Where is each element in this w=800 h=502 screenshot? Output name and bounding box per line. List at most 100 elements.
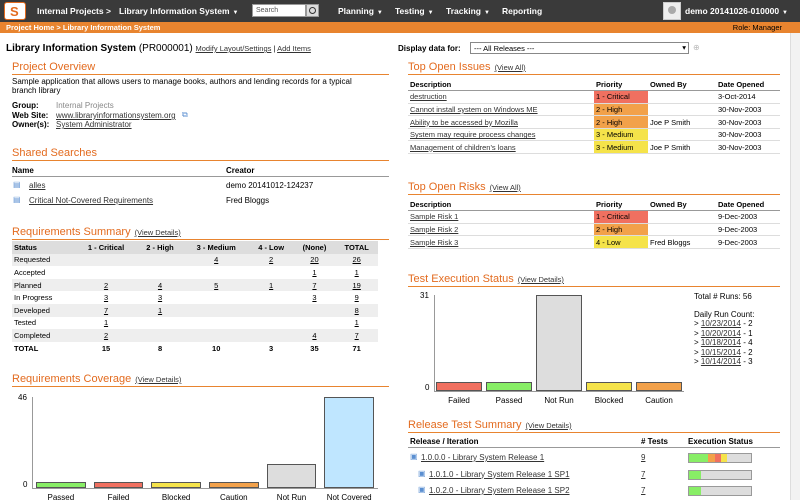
req-count-cell[interactable]: 7	[293, 278, 336, 292]
risks-view-all-link[interactable]: (View All)	[489, 183, 521, 192]
row-description-link[interactable]: Sample Risk 2	[408, 223, 594, 237]
req-count-cell[interactable]: 2	[75, 329, 137, 342]
release-link[interactable]: 1.0.2.0 - Library System Release 1 SP2	[429, 486, 570, 495]
req-view-details-link[interactable]: (View Details)	[134, 228, 181, 237]
chart-bar[interactable]	[209, 482, 259, 488]
website-link[interactable]: www.libraryinformationsystem.org	[56, 111, 176, 120]
req-count-cell[interactable]: 1	[354, 267, 359, 277]
chart-bar[interactable]	[436, 381, 482, 391]
req-count-cell[interactable]: 3	[312, 293, 317, 303]
release-link[interactable]: 1.0.1.0 - Library System Release 1 SP1	[429, 469, 570, 479]
user-avatar[interactable]	[663, 2, 681, 20]
date-cell: 9-Dec-2003	[716, 235, 780, 249]
issues-view-all-link[interactable]: (View All)	[494, 63, 526, 72]
daily-run-date-link[interactable]: 10/20/2014	[700, 328, 741, 338]
app-logo-icon[interactable]: S	[4, 2, 26, 20]
release-test-count-link[interactable]: 9	[641, 453, 646, 462]
project-name: Library Information System	[6, 43, 137, 54]
req-count-cell[interactable]: 26	[335, 253, 378, 267]
breadcrumb-path[interactable]: Project Home > Library Information Syste…	[6, 23, 161, 32]
req-count-cell[interactable]: 3	[103, 293, 109, 303]
chart-bar[interactable]	[93, 482, 144, 488]
row-description-link[interactable]: Sample Risk 3	[408, 235, 594, 249]
nav-reporting[interactable]: Reporting	[502, 6, 542, 16]
release-select[interactable]: --- All Releases ---	[470, 42, 689, 54]
chart-bar[interactable]	[36, 482, 86, 488]
daily-run-date-link[interactable]: 10/18/2014	[700, 338, 741, 347]
coverage-view-details-link[interactable]: (View Details)	[135, 375, 182, 384]
chart-bar[interactable]	[536, 295, 582, 391]
search-doc-icon: ▤	[13, 195, 21, 204]
req-count-cell[interactable]: 7	[335, 329, 378, 342]
chart-bar[interactable]	[151, 482, 201, 488]
risks-title: Top Open Risks	[408, 181, 486, 193]
nav-testing[interactable]: Testing ▼	[395, 6, 434, 16]
owner-cell	[648, 128, 716, 142]
daily-run-date-link[interactable]: 10/23/2014	[700, 319, 741, 328]
release-test-count-link[interactable]: 7	[641, 486, 646, 495]
chart-x-tick-label: Failed	[107, 493, 130, 502]
col-header: Date Opened	[716, 78, 780, 92]
req-count-cell[interactable]: 1	[354, 318, 359, 328]
external-link-icon[interactable]: ⧉	[182, 110, 188, 119]
nav-project-selector[interactable]: Internal Projects >	[37, 6, 111, 16]
req-count-cell[interactable]: 4	[293, 329, 336, 342]
req-count-cell[interactable]: 1	[248, 278, 294, 292]
chart-bar[interactable]	[636, 381, 682, 391]
req-count-cell[interactable]: 20	[293, 253, 336, 267]
search-doc-icon: ▤	[13, 180, 21, 189]
row-description-link[interactable]: Management of children's loans	[408, 140, 594, 155]
nav-planning[interactable]: Planning ▼	[338, 6, 383, 16]
add-items-link[interactable]: Add Items	[277, 44, 311, 53]
req-count-cell[interactable]: 5	[183, 278, 249, 292]
search-link[interactable]: alles	[29, 181, 46, 190]
table-row: Accepted 1 1	[12, 266, 378, 279]
chart-bar[interactable]	[324, 397, 374, 488]
req-count-cell[interactable]: 3	[157, 293, 163, 303]
row-description-link[interactable]: Ability to be accessed by Mozilla	[408, 115, 594, 129]
req-count-cell[interactable]: 19	[335, 278, 378, 292]
req-status-cell: Planned	[12, 278, 76, 292]
chart-bar[interactable]	[266, 464, 317, 488]
req-count-cell[interactable]: 2	[248, 253, 294, 267]
daily-run-date-link[interactable]: 10/15/2014	[700, 347, 741, 357]
daily-run-date-link[interactable]: 10/14/2014	[700, 357, 741, 366]
req-count-cell[interactable]: 1	[136, 303, 184, 317]
row-description-link[interactable]: destruction	[408, 90, 594, 104]
req-count-cell[interactable]: 2	[75, 278, 137, 292]
req-count-cell[interactable]: 4	[136, 278, 184, 292]
chart-y-axis	[434, 295, 435, 391]
modify-layout-link[interactable]: Modify Layout/Settings	[195, 44, 272, 53]
summary-view-details-link[interactable]: (View Details)	[525, 421, 572, 430]
search-input[interactable]: Search	[252, 4, 306, 17]
search-link[interactable]: Critical Not-Covered Requirements	[29, 196, 154, 205]
owner-link[interactable]: System Administrator	[56, 120, 132, 129]
search-icon[interactable]	[306, 4, 319, 17]
release-link[interactable]: 1.0.0.0 - Library System Release 1	[421, 453, 545, 462]
release-test-count-link[interactable]: 7	[641, 469, 646, 479]
row-description-link[interactable]: System may require process changes	[408, 128, 594, 142]
nav-tracking[interactable]: Tracking ▼	[446, 6, 490, 16]
user-menu[interactable]: demo 20141026-010000 ▼	[685, 6, 788, 16]
go-arrow-icon[interactable]: ⊕	[693, 43, 700, 52]
group-label: Group:	[12, 101, 39, 110]
req-count-cell[interactable]: 1	[312, 267, 317, 277]
daily-run-item: > 10/14/2014 - 3	[694, 357, 753, 366]
chart-bar[interactable]	[486, 381, 532, 391]
gauge-segment	[701, 487, 751, 495]
nav-system-selector[interactable]: Library Information System ▼	[119, 6, 238, 16]
chart-y-axis	[32, 397, 33, 488]
req-count-cell[interactable]: 9	[354, 293, 359, 303]
req-count-cell[interactable]: 1	[103, 318, 109, 328]
req-col-header: 1 - Critical	[75, 241, 137, 254]
req-count-cell[interactable]: 4	[183, 253, 249, 267]
req-count-cell[interactable]: 7	[75, 303, 137, 317]
req-count-cell[interactable]: 8	[335, 303, 378, 317]
row-description-link[interactable]: Sample Risk 1	[408, 210, 594, 224]
vertical-scrollbar[interactable]	[790, 33, 800, 500]
chart-y-tick-label: 31	[420, 291, 429, 300]
chart-bar[interactable]	[586, 381, 632, 391]
execution-view-details-link[interactable]: (View Details)	[517, 275, 564, 284]
user-name: demo 20141026-010000	[685, 6, 780, 16]
row-description-link[interactable]: Cannot install system on Windows ME	[408, 103, 594, 117]
